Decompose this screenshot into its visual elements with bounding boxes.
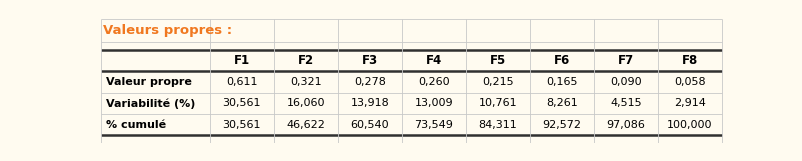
Text: 0,321: 0,321 xyxy=(290,77,321,87)
Text: 30,561: 30,561 xyxy=(222,120,261,130)
Text: F8: F8 xyxy=(681,54,697,67)
Text: F6: F6 xyxy=(553,54,569,67)
Text: F4: F4 xyxy=(425,54,441,67)
Text: % cumulé: % cumulé xyxy=(106,120,166,130)
Text: Valeurs propres :: Valeurs propres : xyxy=(103,24,233,37)
Text: Variabilité (%): Variabilité (%) xyxy=(106,98,195,109)
Text: 0,260: 0,260 xyxy=(418,77,449,87)
Text: 2,914: 2,914 xyxy=(673,98,705,108)
Text: 46,622: 46,622 xyxy=(286,120,325,130)
Text: 10,761: 10,761 xyxy=(478,98,516,108)
Text: F7: F7 xyxy=(618,54,634,67)
Text: 4,515: 4,515 xyxy=(610,98,641,108)
Text: F3: F3 xyxy=(361,54,378,67)
Text: 0,058: 0,058 xyxy=(674,77,705,87)
Text: F2: F2 xyxy=(298,54,314,67)
Text: 16,060: 16,060 xyxy=(286,98,325,108)
Text: 8,261: 8,261 xyxy=(545,98,577,108)
Text: 13,918: 13,918 xyxy=(350,98,389,108)
Text: F1: F1 xyxy=(233,54,249,67)
Text: 100,000: 100,000 xyxy=(666,120,712,130)
Text: Valeur propre: Valeur propre xyxy=(106,77,192,87)
Text: 0,090: 0,090 xyxy=(610,77,641,87)
Text: 60,540: 60,540 xyxy=(350,120,389,130)
Text: 84,311: 84,311 xyxy=(478,120,516,130)
Text: 0,611: 0,611 xyxy=(225,77,257,87)
Text: 97,086: 97,086 xyxy=(606,120,645,130)
Text: 13,009: 13,009 xyxy=(414,98,452,108)
Text: 92,572: 92,572 xyxy=(542,120,581,130)
Text: 0,165: 0,165 xyxy=(545,77,577,87)
Text: 73,549: 73,549 xyxy=(414,120,453,130)
Text: F5: F5 xyxy=(489,54,505,67)
Text: 30,561: 30,561 xyxy=(222,98,261,108)
Text: 0,278: 0,278 xyxy=(354,77,385,87)
Text: 0,215: 0,215 xyxy=(481,77,513,87)
